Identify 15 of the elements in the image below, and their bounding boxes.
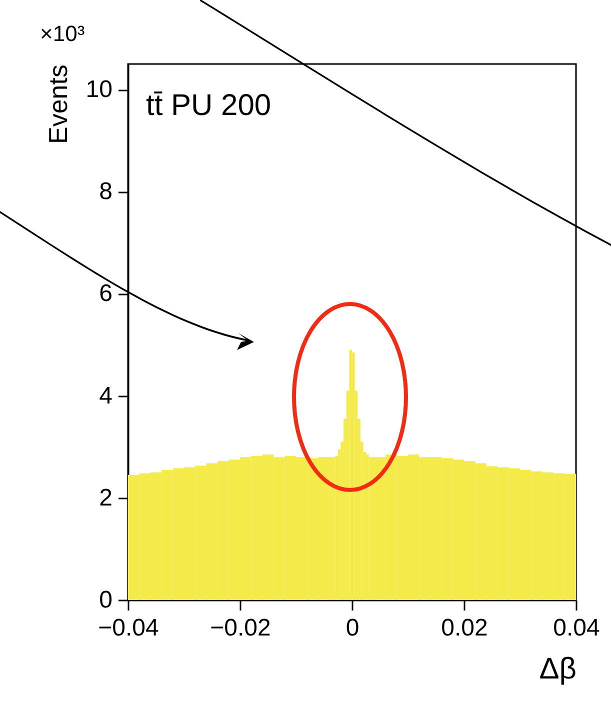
- y-tick-label: 0: [99, 586, 112, 614]
- text: ×10³: [40, 21, 85, 46]
- y-tick-label: 2: [99, 484, 112, 512]
- annotation: tt̄ PU 200: [146, 89, 272, 122]
- y-tick-label: 10: [86, 76, 112, 104]
- x-tick-label: 0.02: [441, 614, 488, 642]
- x-tick-label: −0.04: [98, 614, 159, 642]
- x-tick-label: −0.02: [210, 614, 271, 642]
- x-tick-label: 0: [346, 614, 360, 642]
- y-tick-label: 8: [99, 178, 112, 206]
- y-tick-label: 4: [99, 382, 112, 410]
- x-tick-label: 0.04: [553, 614, 600, 642]
- x-axis-title: Δβ: [539, 652, 576, 686]
- y-tick-label: 6: [99, 280, 112, 308]
- y-axis-title: Events: [42, 64, 73, 144]
